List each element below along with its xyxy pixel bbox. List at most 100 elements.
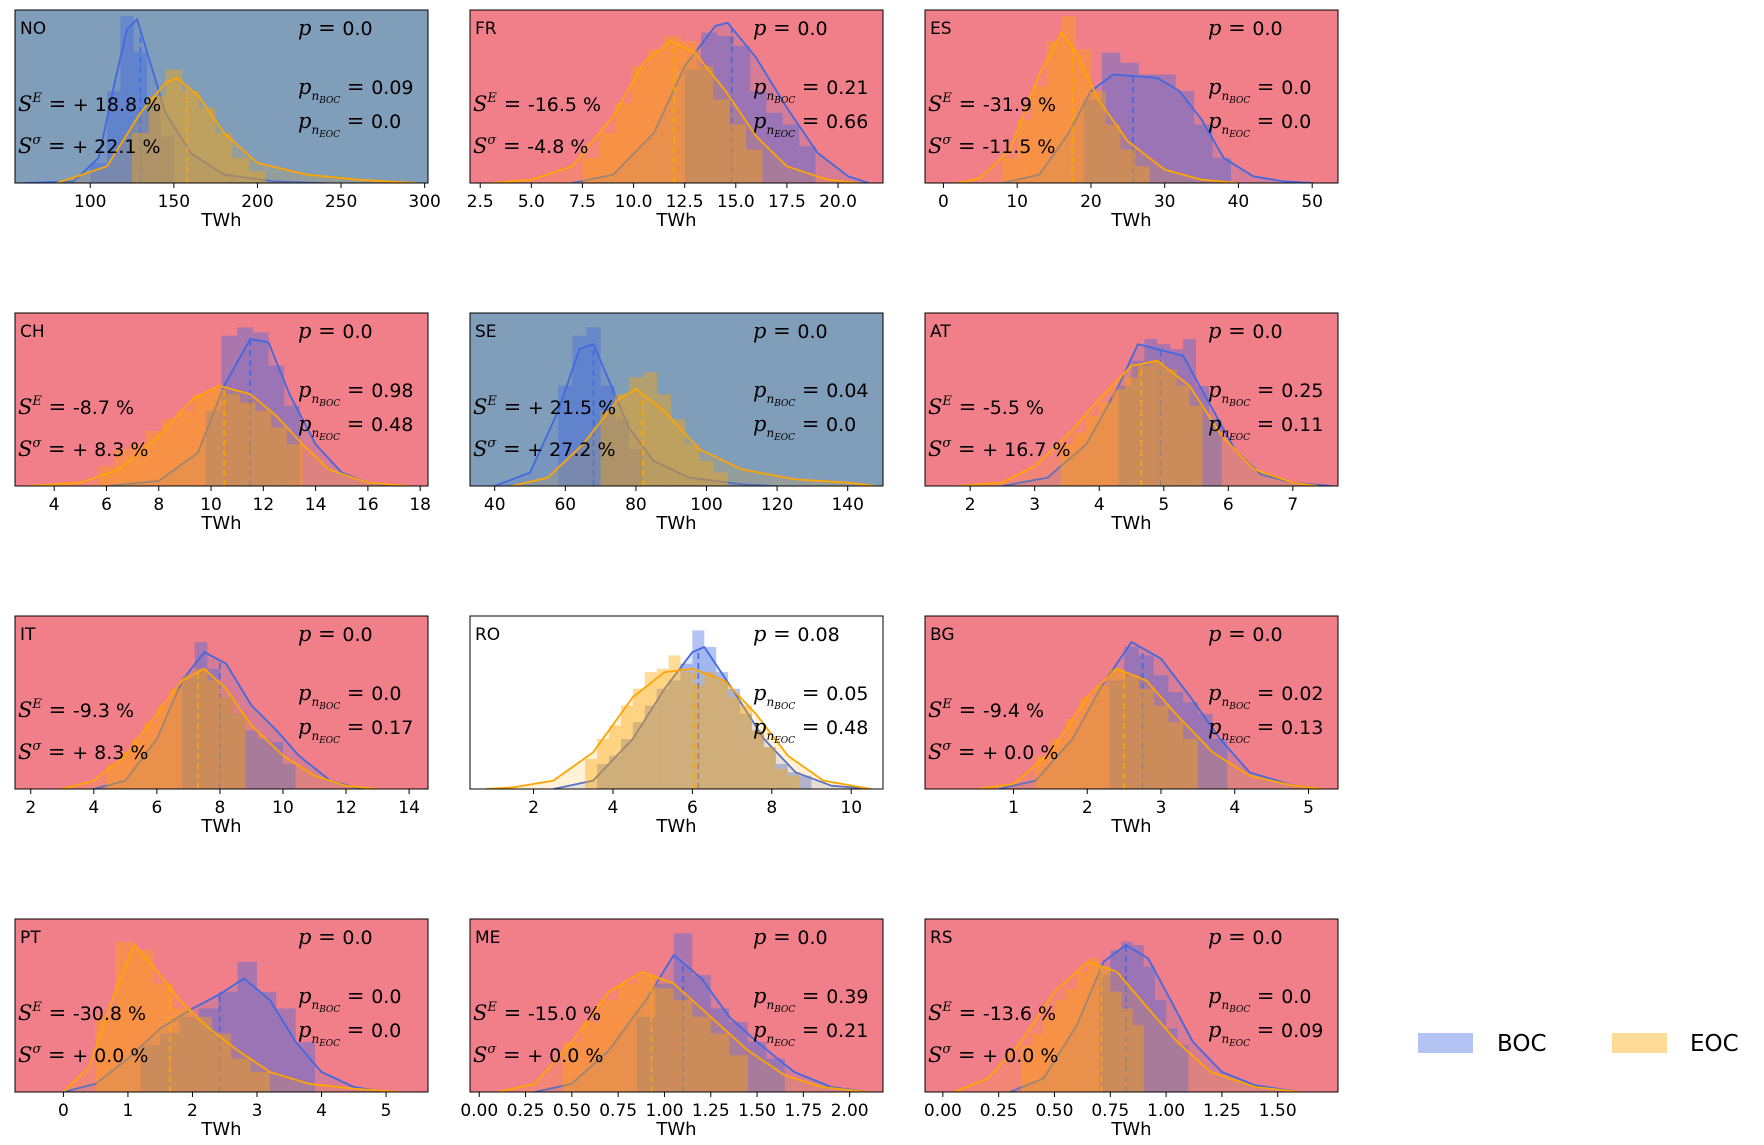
tick-label: 14 <box>305 495 327 515</box>
tick-label: 4 <box>1229 798 1240 818</box>
hist-bar <box>631 66 648 183</box>
legend: BOC EOC <box>1418 1031 1739 1057</box>
x-axis: 40 60 80 100 120 140 <box>484 486 864 515</box>
tick-label: 8 <box>153 495 164 515</box>
hist-bar <box>713 472 728 486</box>
panel-frame <box>469 312 884 487</box>
panel-frame <box>469 615 884 790</box>
kde-area <box>954 961 1300 1092</box>
hist-bar <box>673 1000 693 1092</box>
hist-bar <box>177 410 193 486</box>
country-label: NO <box>20 19 46 39</box>
hist-bar <box>647 49 665 183</box>
series-boc <box>23 16 325 183</box>
tick-label: 1.50 <box>738 1101 776 1121</box>
hist-bar <box>231 1058 251 1092</box>
tick-label: 0.75 <box>1091 1101 1129 1121</box>
x-axis: 0 10 20 30 40 50 <box>938 183 1323 212</box>
hist-bar <box>1124 675 1139 789</box>
hist-bar <box>271 427 287 486</box>
hist-bar <box>664 36 681 183</box>
s-sigma-value: Sσ = + 22.1 % <box>18 133 161 158</box>
hist-bar <box>608 755 621 789</box>
hist-bar <box>704 647 717 789</box>
hist-bar <box>1168 722 1184 789</box>
tick-label: 40 <box>1228 192 1250 212</box>
hist-bar <box>192 394 209 486</box>
tick-label: 5 <box>1158 495 1169 515</box>
hist-bar <box>600 410 615 486</box>
tick-label: 4 <box>608 798 619 818</box>
hist-bar <box>1138 688 1154 789</box>
hist-bar <box>98 465 115 486</box>
kde-line <box>976 667 1324 789</box>
tick-label: 2 <box>25 798 36 818</box>
hist-bar <box>1175 91 1195 183</box>
hist-bar <box>1065 718 1080 789</box>
p-value: p = 0.0 <box>1208 925 1283 949</box>
hist-bar <box>1110 991 1122 1092</box>
hist-bar <box>1125 377 1138 486</box>
hist-bar <box>766 112 783 183</box>
x-axis: 4 6 8 10 12 14 16 18 <box>49 486 431 515</box>
s-sigma-value: Sσ = + 8.3 % <box>18 436 149 461</box>
hist-bar <box>205 410 222 486</box>
hist-bar <box>685 444 700 486</box>
hist-bar <box>751 730 764 789</box>
hist-bar <box>1083 99 1102 183</box>
series-boc <box>494 327 778 486</box>
hist-bar <box>655 988 674 1092</box>
x-axis: 100 150 200 250 300 <box>74 183 441 212</box>
hist-bar <box>1153 675 1169 789</box>
hist-bar <box>249 171 266 183</box>
hist-bar <box>787 772 800 789</box>
kde-line <box>953 960 1301 1092</box>
tick-label: 12 <box>335 798 357 818</box>
s-sigma-value: Sσ = + 0.0 % <box>928 739 1059 764</box>
tick-label: 10 <box>272 798 294 818</box>
hist-bar <box>562 1041 582 1092</box>
tick-label: 8 <box>766 798 777 818</box>
tick-label: 0 <box>58 1101 69 1121</box>
plot-area <box>28 327 408 486</box>
tick-label: 7.5 <box>569 192 596 212</box>
kde-area <box>494 344 778 486</box>
kde-line <box>553 646 872 789</box>
panel-frame <box>14 312 429 487</box>
hist-bar <box>219 697 233 789</box>
hist-bar <box>140 1045 161 1092</box>
tick-label: 4 <box>88 798 99 818</box>
hist-bar <box>1189 405 1203 486</box>
hist-bar <box>696 66 714 183</box>
hist-bar <box>1132 1025 1144 1092</box>
kde-area <box>1002 344 1332 486</box>
s-sigma-value: Sσ = + 27.2 % <box>473 436 616 461</box>
hist-bar <box>558 385 573 486</box>
panel-background <box>15 919 428 1092</box>
s-e-value: SE = -8.7 % <box>18 394 134 419</box>
hist-bar <box>165 69 183 183</box>
series-boc <box>106 327 395 486</box>
x-axis-label: TWh <box>200 513 241 534</box>
hist-bar <box>1135 166 1150 183</box>
hist-bar <box>182 675 195 789</box>
s-e-value: SE = -9.4 % <box>928 697 1044 722</box>
hist-bar <box>1099 402 1113 486</box>
x-axis: 2 3 4 5 6 7 <box>965 486 1298 515</box>
series-eoc <box>485 655 872 789</box>
tick-label: 0 <box>938 192 949 212</box>
country-label: CH <box>20 322 45 342</box>
tick-label: 3 <box>1029 495 1040 515</box>
hist-bar <box>1032 1033 1044 1092</box>
s-sigma-value: Sσ = + 0.0 % <box>18 1042 149 1067</box>
panel-frame <box>469 9 884 184</box>
tick-label: 4 <box>316 1101 327 1121</box>
hist-bar <box>219 697 233 789</box>
hist-bar <box>775 763 788 789</box>
kde-line <box>534 954 869 1092</box>
hist-bar <box>1154 1000 1167 1092</box>
hist-bar <box>740 713 752 789</box>
